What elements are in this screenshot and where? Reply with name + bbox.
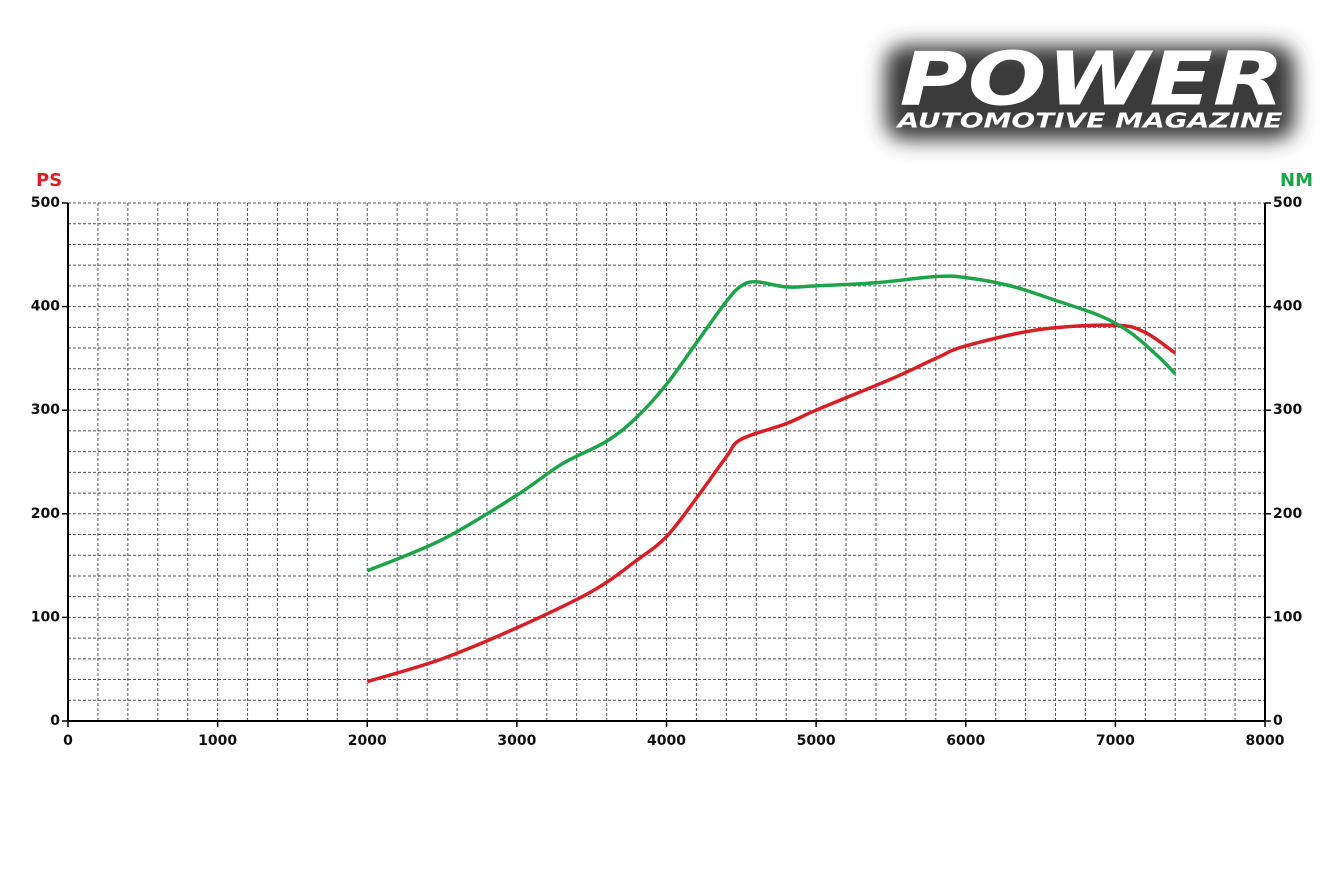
y-tick-label: 300 <box>31 402 60 418</box>
y2-tick-label: 500 <box>1273 195 1302 211</box>
y2-tick-label: 100 <box>1273 609 1302 625</box>
x-tick-label: 6000 <box>946 733 985 749</box>
logo-subtitle: AUTOMOTIVE MAGAZINE <box>895 109 1283 133</box>
logo-background <box>885 45 1295 140</box>
y2-axis-title: NM <box>1280 170 1313 191</box>
x-tick-label: 3000 <box>497 733 536 749</box>
y-tick-label: 100 <box>31 609 60 625</box>
series-line <box>366 323 1177 684</box>
y2-tick-label: 200 <box>1273 506 1302 522</box>
y-tick-label: 0 <box>50 713 60 729</box>
x-tick-label: 2000 <box>348 733 387 749</box>
x-tick-label: 1000 <box>198 733 237 749</box>
x-tick-label: 8000 <box>1246 733 1285 749</box>
y-tick-label: 200 <box>31 506 60 522</box>
y-tick-label: 400 <box>31 299 60 315</box>
y-axis-title: PS <box>36 170 62 191</box>
y2-tick-label: 400 <box>1273 299 1302 315</box>
x-tick-label: 0 <box>63 733 73 749</box>
logo: POWER AUTOMOTIVE MAGAZINE <box>885 37 1295 140</box>
logo-title: POWER <box>900 37 1285 123</box>
x-tick-label: 5000 <box>797 733 836 749</box>
x-tick-label: 7000 <box>1096 733 1135 749</box>
y2-tick-label: 0 <box>1273 713 1283 729</box>
y-tick-label: 500 <box>31 195 60 211</box>
series-line <box>366 274 1177 573</box>
y2-tick-label: 300 <box>1273 402 1302 418</box>
x-tick-label: 4000 <box>647 733 686 749</box>
